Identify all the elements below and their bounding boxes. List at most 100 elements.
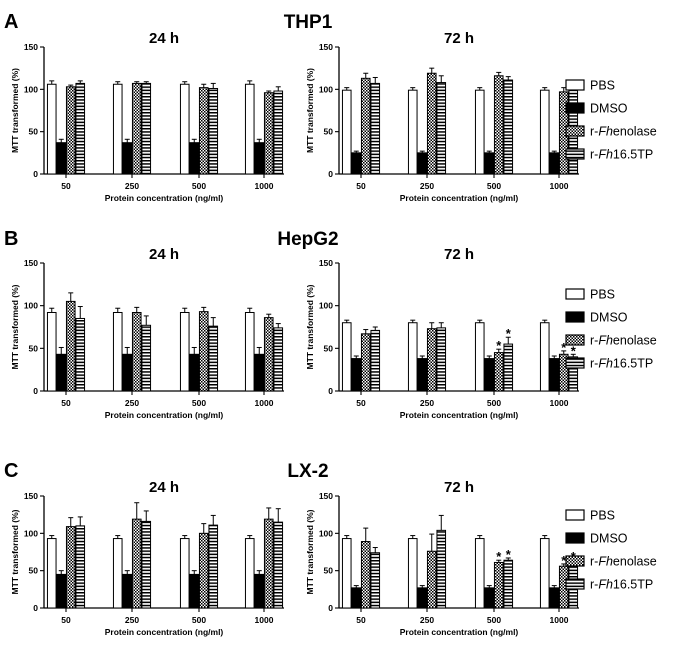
bar-2-0 [360, 333, 371, 392]
bar-2-2 [198, 87, 209, 175]
y-tick-label: 150 [319, 258, 333, 268]
bar-0-0 [46, 311, 57, 392]
bar-3-2 [208, 87, 219, 175]
bar-2-1 [131, 311, 142, 392]
bar-3-3 [273, 90, 284, 175]
bar-0-3 [539, 322, 550, 392]
bar-1-0 [351, 358, 362, 392]
y-tick-label: 150 [24, 491, 38, 501]
bar-0-3 [244, 311, 255, 392]
x-tick-label: 50 [356, 181, 366, 191]
bar-1-0 [351, 152, 362, 175]
bar-3-0 [75, 82, 86, 175]
x-axis-label: Protein concentration (ng/ml) [400, 410, 519, 420]
legend-swatch-pbs [565, 288, 585, 300]
significance-star: * [496, 549, 502, 564]
x-tick-label: 50 [356, 615, 366, 625]
bar-1-3 [549, 358, 560, 392]
legend-label-dmso: DMSO [590, 532, 628, 546]
cell-line-title-lx-2: LX-2 [287, 461, 328, 482]
bar-0-3 [539, 538, 550, 609]
legend-label-tp165: r-Fh16.5TP [590, 357, 653, 371]
bar-0-0 [46, 538, 57, 609]
legend-label-dmso: DMSO [590, 311, 628, 325]
bar-0-2 [179, 83, 190, 175]
chart-title: 72 h [444, 30, 474, 47]
x-axis-label: Protein concentration (ng/ml) [105, 193, 224, 203]
y-tick-label: 100 [319, 528, 333, 538]
chart-title: 24 h [149, 30, 179, 47]
bar-3-2 [208, 524, 219, 609]
bar-1-2 [484, 587, 495, 609]
bar-3-3 [273, 327, 284, 392]
chart-thp1-72h: 72 h 0 50 100 150 MTT transformed (%) 50 250 500… [305, 30, 579, 203]
bar-2-2 [493, 75, 504, 175]
bar-1-3 [549, 587, 560, 609]
x-tick-label: 250 [420, 398, 434, 408]
chart-title: 72 h [444, 479, 474, 496]
legend-label-pbs: PBS [590, 288, 615, 302]
bar-0-3 [244, 83, 255, 175]
bar-3-2 [208, 325, 219, 392]
bar-1-1 [122, 353, 133, 392]
y-axis-label: MTT transformed (%) [10, 284, 20, 369]
legend-label-pbs: PBS [590, 79, 615, 93]
bar-2-0 [65, 300, 76, 392]
bar-2-3 [263, 518, 274, 609]
y-tick-label: 0 [328, 603, 333, 613]
significance-star: * [496, 338, 502, 353]
cell-line-title-hepg2: HepG2 [277, 229, 338, 250]
chart-thp1-24h: 24 h 0 50 100 150 MTT transformed (%) 50 250 500… [10, 30, 284, 203]
bar-2-0 [360, 541, 371, 609]
bar-3-0 [370, 329, 381, 392]
bar-2-3 [263, 317, 274, 392]
bar-1-3 [549, 152, 560, 175]
x-tick-label: 50 [356, 398, 366, 408]
bar-3-2 [503, 79, 514, 175]
bar-3-2 [503, 559, 514, 609]
y-axis-label: MTT transformed (%) [10, 68, 20, 153]
significance-star: * [561, 340, 567, 355]
x-tick-label: 1000 [255, 398, 274, 408]
chart-lx-2-72h: 72 h 0 50 100 150 MTT transformed (%) 50 250 500… [305, 479, 579, 637]
bar-3-1 [436, 529, 447, 609]
bar-0-1 [407, 538, 418, 609]
legend-swatch-dmso [565, 532, 585, 544]
bar-3-3 [273, 521, 284, 609]
y-axis-label: MTT transformed (%) [10, 509, 20, 594]
bar-2-1 [426, 72, 437, 175]
bar-1-1 [417, 358, 428, 392]
bar-0-2 [179, 538, 190, 609]
bar-0-3 [539, 89, 550, 175]
significance-star: * [506, 326, 512, 341]
legend-thp1: PBS DMSO r-Fhenolase r-Fh16.5TP [565, 79, 657, 162]
bar-2-1 [426, 328, 437, 392]
y-tick-label: 50 [29, 343, 39, 353]
cell-line-title-thp1: THP1 [284, 12, 333, 33]
bar-1-0 [56, 142, 67, 175]
panel-letter-C: C [4, 460, 18, 482]
bar-3-1 [141, 82, 152, 175]
bar-0-0 [341, 538, 352, 609]
bar-0-1 [407, 322, 418, 392]
bar-0-0 [341, 89, 352, 175]
x-axis-label: Protein concentration (ng/ml) [105, 410, 224, 420]
y-tick-label: 100 [319, 84, 333, 94]
y-tick-label: 150 [24, 258, 38, 268]
y-axis-label: MTT transformed (%) [305, 284, 315, 369]
panel-letter-A: A [4, 11, 18, 33]
chart-hepg2-72h: 72 h 0 50 100 150 MTT transformed (%) 50 250 500… [305, 246, 579, 420]
y-tick-label: 100 [24, 301, 38, 311]
bar-0-2 [474, 89, 485, 175]
bar-0-2 [179, 311, 190, 392]
bar-2-2 [493, 561, 504, 609]
x-tick-label: 250 [125, 398, 139, 408]
legend-label-tp165: r-Fh16.5TP [590, 578, 653, 592]
significance-star: * [571, 343, 577, 358]
x-tick-label: 1000 [550, 181, 569, 191]
y-tick-label: 100 [24, 528, 38, 538]
bar-1-3 [254, 142, 265, 175]
bar-3-0 [75, 525, 86, 609]
x-axis-label: Protein concentration (ng/ml) [400, 193, 519, 203]
